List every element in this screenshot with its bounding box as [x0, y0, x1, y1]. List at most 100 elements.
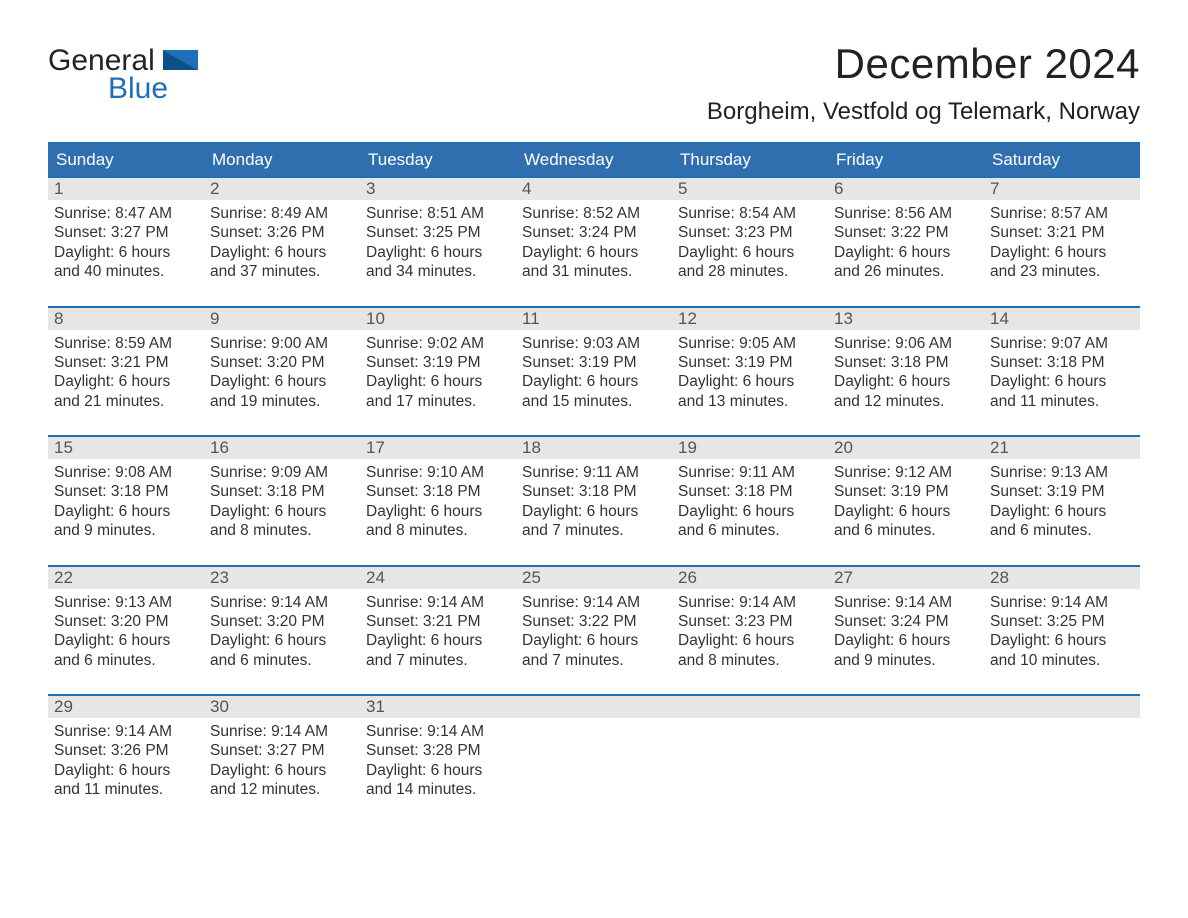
calendar-day-cell: 30Sunrise: 9:14 AMSunset: 3:27 PMDayligh… [204, 696, 360, 800]
sunrise-line: Sunrise: 9:06 AM [834, 334, 978, 353]
weekday-header: Tuesday [360, 144, 516, 176]
daylight-line: Daylight: 6 hours and 6 minutes. [54, 631, 198, 670]
svg-text:Blue: Blue [108, 72, 168, 105]
day-number: 27 [828, 567, 984, 589]
sunrise-line: Sunrise: 9:14 AM [54, 722, 198, 741]
sunset-line: Sunset: 3:25 PM [366, 223, 510, 242]
day-number: 20 [828, 437, 984, 459]
day-detail: Sunrise: 8:56 AMSunset: 3:22 PMDaylight:… [828, 200, 984, 282]
daylight-line: Daylight: 6 hours and 6 minutes. [834, 502, 978, 541]
daylight-line: Daylight: 6 hours and 11 minutes. [54, 761, 198, 800]
day-detail: Sunrise: 9:06 AMSunset: 3:18 PMDaylight:… [828, 330, 984, 412]
daylight-line: Daylight: 6 hours and 31 minutes. [522, 243, 666, 282]
day-detail: Sunrise: 9:14 AMSunset: 3:28 PMDaylight:… [360, 718, 516, 800]
sunrise-line: Sunrise: 8:52 AM [522, 204, 666, 223]
calendar-day-cell: 4Sunrise: 8:52 AMSunset: 3:24 PMDaylight… [516, 178, 672, 282]
day-detail: Sunrise: 9:14 AMSunset: 3:25 PMDaylight:… [984, 589, 1140, 671]
sunset-line: Sunset: 3:18 PM [210, 482, 354, 501]
sunrise-line: Sunrise: 9:00 AM [210, 334, 354, 353]
sunrise-line: Sunrise: 8:57 AM [990, 204, 1134, 223]
daylight-line: Daylight: 6 hours and 12 minutes. [210, 761, 354, 800]
day-number: 22 [48, 567, 204, 589]
weekday-header: Monday [204, 144, 360, 176]
sunset-line: Sunset: 3:19 PM [522, 353, 666, 372]
calendar-day-cell: 15Sunrise: 9:08 AMSunset: 3:18 PMDayligh… [48, 437, 204, 541]
daylight-line: Daylight: 6 hours and 13 minutes. [678, 372, 822, 411]
calendar-day-cell: 29Sunrise: 9:14 AMSunset: 3:26 PMDayligh… [48, 696, 204, 800]
sunrise-line: Sunrise: 9:11 AM [522, 463, 666, 482]
daylight-line: Daylight: 6 hours and 8 minutes. [210, 502, 354, 541]
day-number: 24 [360, 567, 516, 589]
sunset-line: Sunset: 3:26 PM [54, 741, 198, 760]
daylight-line: Daylight: 6 hours and 7 minutes. [522, 631, 666, 670]
sunset-line: Sunset: 3:28 PM [366, 741, 510, 760]
calendar-day-cell: 19Sunrise: 9:11 AMSunset: 3:18 PMDayligh… [672, 437, 828, 541]
sunset-line: Sunset: 3:19 PM [366, 353, 510, 372]
sunrise-line: Sunrise: 9:14 AM [678, 593, 822, 612]
daylight-line: Daylight: 6 hours and 19 minutes. [210, 372, 354, 411]
day-number: 21 [984, 437, 1140, 459]
day-detail: Sunrise: 9:13 AMSunset: 3:19 PMDaylight:… [984, 459, 1140, 541]
day-detail: Sunrise: 9:14 AMSunset: 3:27 PMDaylight:… [204, 718, 360, 800]
day-detail [828, 718, 984, 722]
sunrise-line: Sunrise: 9:14 AM [366, 722, 510, 741]
daylight-line: Daylight: 6 hours and 23 minutes. [990, 243, 1134, 282]
sunrise-line: Sunrise: 8:49 AM [210, 204, 354, 223]
calendar-week-row: 8Sunrise: 8:59 AMSunset: 3:21 PMDaylight… [48, 306, 1140, 412]
day-detail: Sunrise: 9:03 AMSunset: 3:19 PMDaylight:… [516, 330, 672, 412]
daylight-line: Daylight: 6 hours and 11 minutes. [990, 372, 1134, 411]
calendar-page: General Blue December 2024 Borgheim, Ves… [0, 0, 1188, 884]
sunrise-line: Sunrise: 9:05 AM [678, 334, 822, 353]
day-detail: Sunrise: 8:54 AMSunset: 3:23 PMDaylight:… [672, 200, 828, 282]
day-detail: Sunrise: 9:00 AMSunset: 3:20 PMDaylight:… [204, 330, 360, 412]
sunrise-line: Sunrise: 9:12 AM [834, 463, 978, 482]
daylight-line: Daylight: 6 hours and 6 minutes. [990, 502, 1134, 541]
day-detail: Sunrise: 9:09 AMSunset: 3:18 PMDaylight:… [204, 459, 360, 541]
day-detail: Sunrise: 8:49 AMSunset: 3:26 PMDaylight:… [204, 200, 360, 282]
calendar-day-cell [516, 696, 672, 800]
month-title: December 2024 [707, 40, 1140, 88]
day-number: 26 [672, 567, 828, 589]
weekday-header: Friday [828, 144, 984, 176]
sunset-line: Sunset: 3:23 PM [678, 612, 822, 631]
calendar-day-cell: 31Sunrise: 9:14 AMSunset: 3:28 PMDayligh… [360, 696, 516, 800]
sunset-line: Sunset: 3:25 PM [990, 612, 1134, 631]
day-number [828, 696, 984, 718]
day-number: 17 [360, 437, 516, 459]
calendar-day-cell: 3Sunrise: 8:51 AMSunset: 3:25 PMDaylight… [360, 178, 516, 282]
calendar-day-cell: 5Sunrise: 8:54 AMSunset: 3:23 PMDaylight… [672, 178, 828, 282]
calendar-body: 1Sunrise: 8:47 AMSunset: 3:27 PMDaylight… [48, 176, 1140, 800]
day-number: 12 [672, 308, 828, 330]
sunrise-line: Sunrise: 9:03 AM [522, 334, 666, 353]
day-number [516, 696, 672, 718]
day-detail: Sunrise: 9:14 AMSunset: 3:23 PMDaylight:… [672, 589, 828, 671]
generalblue-logo-icon: General Blue [48, 40, 248, 110]
sunset-line: Sunset: 3:18 PM [990, 353, 1134, 372]
weekday-header: Saturday [984, 144, 1140, 176]
weekday-header: Thursday [672, 144, 828, 176]
daylight-line: Daylight: 6 hours and 40 minutes. [54, 243, 198, 282]
calendar-week-row: 15Sunrise: 9:08 AMSunset: 3:18 PMDayligh… [48, 435, 1140, 541]
daylight-line: Daylight: 6 hours and 21 minutes. [54, 372, 198, 411]
calendar-day-cell: 10Sunrise: 9:02 AMSunset: 3:19 PMDayligh… [360, 308, 516, 412]
daylight-line: Daylight: 6 hours and 26 minutes. [834, 243, 978, 282]
day-number: 5 [672, 178, 828, 200]
sunset-line: Sunset: 3:24 PM [834, 612, 978, 631]
day-number: 10 [360, 308, 516, 330]
day-number: 11 [516, 308, 672, 330]
sunset-line: Sunset: 3:20 PM [210, 353, 354, 372]
daylight-line: Daylight: 6 hours and 6 minutes. [678, 502, 822, 541]
day-detail: Sunrise: 9:14 AMSunset: 3:21 PMDaylight:… [360, 589, 516, 671]
sunrise-line: Sunrise: 9:14 AM [366, 593, 510, 612]
day-number: 7 [984, 178, 1140, 200]
calendar-day-cell: 2Sunrise: 8:49 AMSunset: 3:26 PMDaylight… [204, 178, 360, 282]
daylight-line: Daylight: 6 hours and 10 minutes. [990, 631, 1134, 670]
day-detail: Sunrise: 8:51 AMSunset: 3:25 PMDaylight:… [360, 200, 516, 282]
title-block: December 2024 Borgheim, Vestfold og Tele… [707, 40, 1140, 126]
sunrise-line: Sunrise: 9:08 AM [54, 463, 198, 482]
daylight-line: Daylight: 6 hours and 12 minutes. [834, 372, 978, 411]
sunrise-line: Sunrise: 9:07 AM [990, 334, 1134, 353]
calendar-day-cell: 27Sunrise: 9:14 AMSunset: 3:24 PMDayligh… [828, 567, 984, 671]
daylight-line: Daylight: 6 hours and 37 minutes. [210, 243, 354, 282]
weekday-header-row: Sunday Monday Tuesday Wednesday Thursday… [48, 144, 1140, 176]
